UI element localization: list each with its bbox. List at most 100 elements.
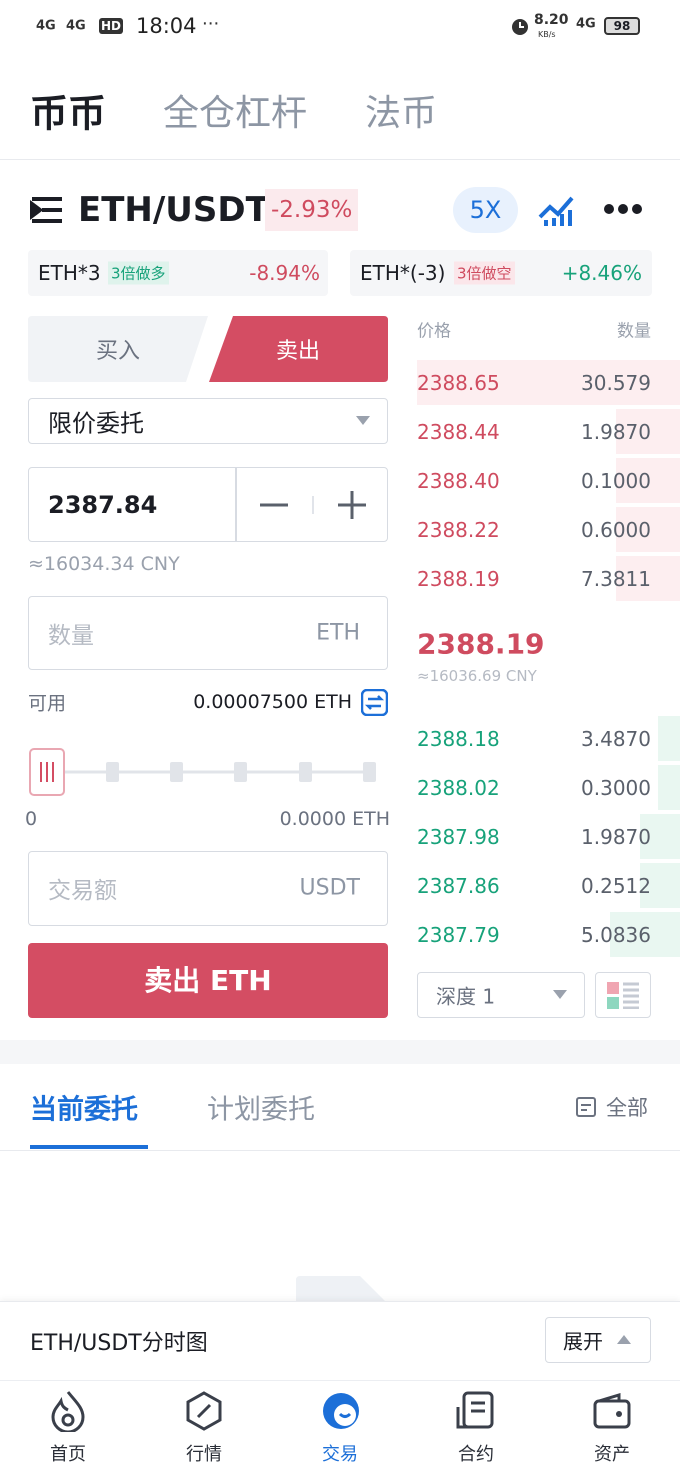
nav-item[interactable]: 行情: [186, 1444, 222, 1465]
more-dots: ···: [202, 13, 220, 35]
depth-bar: [616, 556, 680, 601]
row-qty: 1.9870: [581, 419, 651, 444]
stepper[interactable]: [258, 490, 368, 520]
row-qty: 0.1000: [581, 468, 651, 493]
order-type-select[interactable]: [28, 398, 388, 444]
token-name: ETH*3: [38, 261, 101, 285]
bid-row[interactable]: 2388.02 0.3000: [417, 763, 680, 812]
nav-item[interactable]: 合约: [458, 1444, 494, 1465]
nav-item[interactable]: 首页: [50, 1444, 86, 1465]
trade-icon: [323, 1393, 359, 1429]
qty-header: 数量: [617, 321, 651, 342]
expand-arrow: [617, 1335, 631, 1344]
tab-spot[interactable]: 币币: [30, 91, 107, 136]
chart-bar-title: ETH/USDT分时图: [30, 1331, 208, 1356]
row-qty: 5.0836: [581, 922, 651, 947]
tab-fiat[interactable]: 法币: [365, 93, 438, 134]
pair-name[interactable]: ETH/USDT: [78, 190, 269, 230]
net-speed: 8.20: [534, 12, 569, 28]
row-qty: 0.3000: [581, 775, 651, 800]
ask-row[interactable]: 2388.40 0.1000: [417, 456, 680, 505]
nav-item[interactable]: 交易: [322, 1444, 358, 1465]
token-card[interactable]: [28, 250, 328, 296]
token-change: +8.46%: [561, 261, 642, 285]
dropdown-arrow: [356, 416, 370, 425]
side-toggle: [28, 316, 388, 382]
ask-row[interactable]: 2388.44 1.9870: [417, 407, 680, 456]
contract-icon: [456, 1391, 494, 1429]
more-icon[interactable]: [604, 202, 644, 216]
empty-illustration: [296, 1276, 388, 1304]
row-price: 2388.44: [417, 419, 500, 444]
bid-row[interactable]: 2387.98 1.9870: [417, 812, 680, 861]
orders-tab-current[interactable]: 当前委托: [30, 1094, 138, 1126]
amount-placeholder: 数量: [48, 623, 94, 649]
nav-item[interactable]: 资产: [594, 1444, 630, 1465]
token-change: -8.94%: [249, 261, 320, 285]
layout-toggle[interactable]: [595, 972, 651, 1018]
layout-icon: [607, 982, 639, 1009]
network-label: 4G: [66, 18, 86, 34]
depth-bar: [658, 765, 680, 810]
depth-bar: [616, 458, 680, 503]
depth-select[interactable]: [417, 972, 585, 1018]
depth-bar: [616, 507, 680, 552]
home-icon: [51, 1391, 85, 1432]
depth-bar: [640, 814, 680, 859]
price-value: 2387.84: [48, 491, 158, 519]
available-label: 可用: [28, 692, 67, 715]
amount-slider[interactable]: [28, 745, 388, 799]
leverage-badge[interactable]: 5X: [453, 187, 518, 233]
battery: 98: [604, 17, 640, 35]
order-type: 限价委托: [48, 409, 144, 438]
row-qty: 7.3811: [581, 566, 651, 591]
row-qty: 0.6000: [581, 517, 651, 542]
sell-tab[interactable]: 卖出: [276, 339, 321, 364]
row-price: 2388.02: [417, 775, 500, 800]
hd-label: HD: [99, 18, 124, 34]
bid-row[interactable]: 2387.79 5.0836: [417, 910, 680, 959]
assets-icon: [593, 1393, 631, 1429]
all-icon: [576, 1097, 596, 1117]
row-price: 2387.79: [417, 922, 500, 947]
buy-tab[interactable]: 买入: [96, 339, 141, 364]
expand-button[interactable]: [545, 1317, 651, 1363]
section-gap: [0, 1040, 680, 1064]
orders-all[interactable]: 全部: [606, 1096, 648, 1120]
row-price: 2388.18: [417, 726, 500, 751]
row-price: 2388.19: [417, 566, 500, 591]
menu-icon[interactable]: [30, 196, 64, 224]
bid-row[interactable]: 2388.18 3.4870: [417, 714, 680, 763]
ask-row[interactable]: 2388.22 0.6000: [417, 505, 680, 554]
row-price: 2388.22: [417, 517, 500, 542]
sell-button[interactable]: 卖出 ETH: [28, 943, 388, 1018]
depth-value: 深度 1: [436, 984, 496, 1009]
orders-tab-plan[interactable]: 计划委托: [207, 1094, 315, 1126]
dropdown-arrow: [553, 990, 567, 999]
transfer-icon[interactable]: [361, 689, 388, 716]
depth-bar: [417, 360, 680, 405]
token-tag: 3倍做空: [454, 261, 515, 285]
total-input[interactable]: [28, 851, 388, 926]
pair-change: -2.93%: [265, 189, 359, 231]
network-label: 4G: [576, 16, 596, 32]
ask-row[interactable]: 2388.65 30.579: [417, 358, 680, 407]
row-price: 2388.65: [417, 370, 500, 395]
clock: 18:04: [136, 14, 197, 38]
price-cny: ≈16034.34 CNY: [28, 553, 180, 575]
network-label: 4G: [36, 18, 56, 34]
ask-row[interactable]: 2388.19 7.3811: [417, 554, 680, 603]
row-qty: 0.2512: [581, 873, 651, 898]
amount-input[interactable]: [28, 596, 388, 670]
tab-margin[interactable]: 全仓杠杆: [163, 93, 308, 134]
price-header: 价格: [417, 321, 451, 342]
expand-label: 展开: [563, 1329, 603, 1354]
total-placeholder: 交易额: [48, 878, 117, 904]
chart-icon[interactable]: [538, 193, 574, 227]
price-input[interactable]: [28, 467, 388, 542]
token-tag: 3倍做多: [108, 261, 169, 285]
bid-row[interactable]: 2387.86 0.2512: [417, 861, 680, 910]
depth-bar: [640, 863, 680, 908]
